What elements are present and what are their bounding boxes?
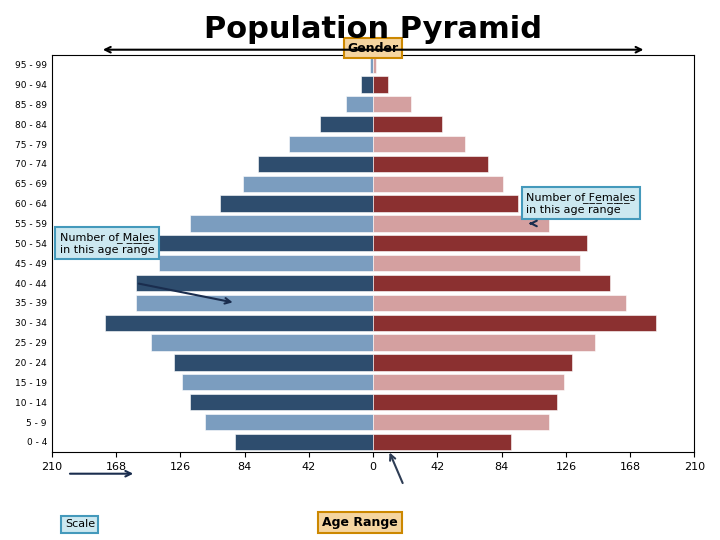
Bar xyxy=(159,235,373,252)
Bar xyxy=(373,57,377,73)
Bar xyxy=(373,215,549,232)
Bar xyxy=(320,116,373,132)
Text: Gender: Gender xyxy=(348,42,399,55)
Bar xyxy=(373,275,611,291)
Title: Population Pyramid: Population Pyramid xyxy=(204,15,542,44)
Bar xyxy=(370,57,373,73)
Bar xyxy=(243,176,373,192)
Bar xyxy=(373,255,580,271)
Bar xyxy=(136,275,373,291)
Bar xyxy=(373,156,488,172)
Bar xyxy=(373,334,595,351)
Bar xyxy=(373,374,564,390)
Bar xyxy=(373,116,442,132)
Bar xyxy=(189,215,373,232)
Bar xyxy=(373,136,465,152)
Bar xyxy=(373,315,656,331)
Bar xyxy=(136,295,373,311)
Text: Number of ̲F̲e̲m̲a̲l̲e̲s
in this age range: Number of ̲F̲e̲m̲a̲l̲e̲s in this age ran… xyxy=(526,192,636,215)
Text: Number of ̲M̲a̲l̲e̲s
in this age range: Number of ̲M̲a̲l̲e̲s in this age range xyxy=(60,232,154,254)
Bar xyxy=(373,295,626,311)
Bar xyxy=(373,394,557,410)
Bar xyxy=(373,235,588,252)
Bar xyxy=(151,334,373,351)
Bar xyxy=(159,255,373,271)
Text: Scale: Scale xyxy=(65,519,95,529)
Bar xyxy=(373,76,389,92)
Text: Age Range: Age Range xyxy=(322,516,398,529)
Bar xyxy=(189,394,373,410)
Bar xyxy=(373,434,511,450)
Bar xyxy=(289,136,373,152)
Bar xyxy=(174,354,373,370)
Bar xyxy=(258,156,373,172)
Bar xyxy=(205,414,373,430)
Bar xyxy=(373,96,411,112)
Bar xyxy=(361,76,373,92)
Bar xyxy=(220,195,373,212)
Bar xyxy=(235,434,373,450)
Bar xyxy=(373,176,503,192)
Bar xyxy=(346,96,373,112)
Bar xyxy=(373,414,549,430)
Bar xyxy=(105,315,373,331)
Bar xyxy=(182,374,373,390)
Bar xyxy=(373,195,518,212)
Bar xyxy=(373,354,572,370)
